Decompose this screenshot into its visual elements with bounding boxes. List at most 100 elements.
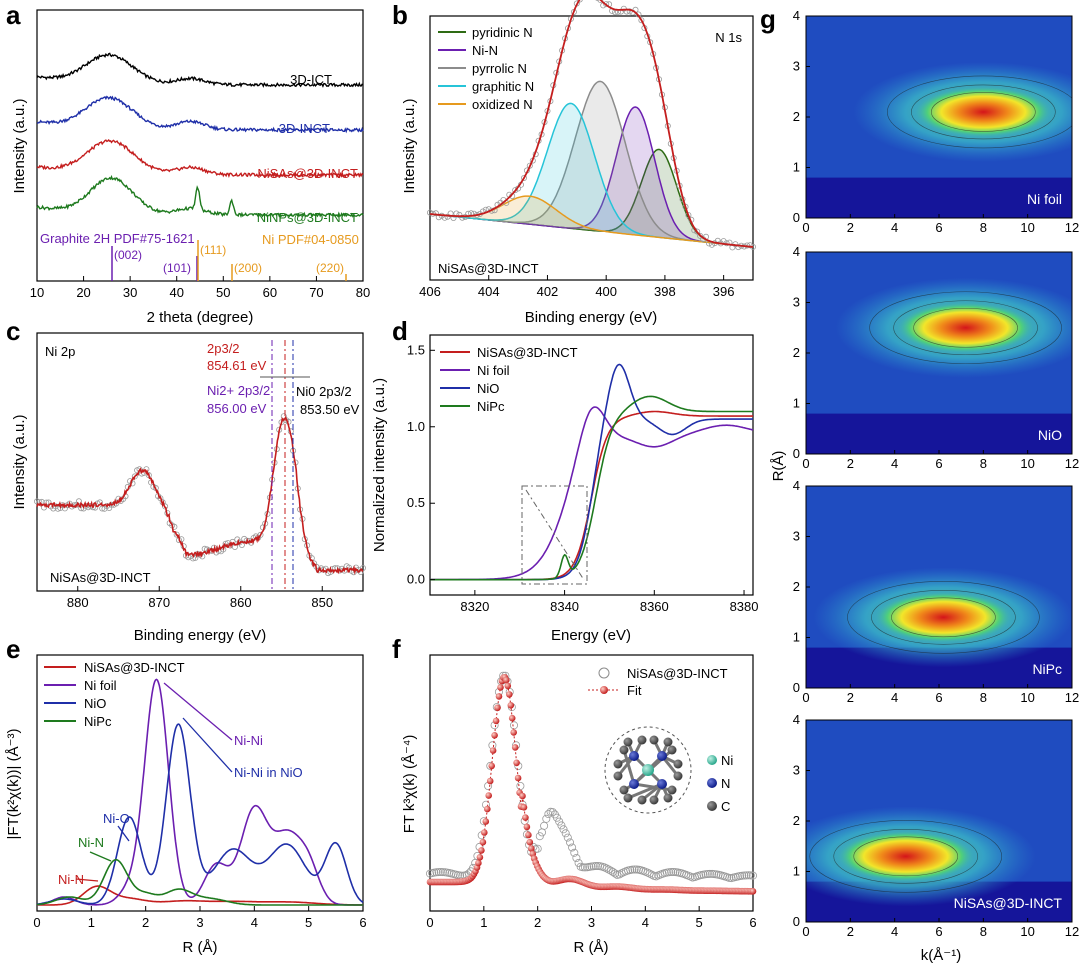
carbon-atom <box>619 745 629 755</box>
panel-letter-b: b <box>392 0 408 30</box>
y-tick-label: 3 <box>793 295 800 310</box>
annotation-ni-n-green: Ni-N <box>78 835 104 850</box>
ft-data-point <box>643 868 652 877</box>
carbon-atom <box>663 737 673 747</box>
xrd-series-1 <box>36 95 364 134</box>
map-label: NiPc <box>1032 661 1062 677</box>
x-tick-label: 0 <box>33 915 40 930</box>
x-tick-label: 404 <box>478 284 500 299</box>
ft-data-point <box>667 868 676 877</box>
zoom-arrow <box>525 489 585 581</box>
ft-fit-point <box>479 838 487 846</box>
peak-value-sample: 854.61 eV <box>207 358 267 373</box>
ft-data-point <box>561 829 570 838</box>
x-tick-label: 406 <box>419 284 441 299</box>
annotation-ni-o: Ni-O <box>103 811 130 826</box>
plot-frame-e <box>36 654 364 912</box>
data-point <box>603 1 610 8</box>
x-tick-label: 396 <box>713 284 735 299</box>
x-tick-label: 8 <box>980 690 987 705</box>
ft-data-point <box>615 870 624 879</box>
ft-fit-point <box>504 682 512 690</box>
ft-series-1 <box>37 678 363 906</box>
x-tick-label: 398 <box>654 284 676 299</box>
y-tick-label: 0 <box>793 210 800 225</box>
x-tick-label: 12 <box>1065 690 1079 705</box>
ft-fit-point <box>481 829 488 836</box>
data-point <box>747 242 754 249</box>
y-tick-label: 1.5 <box>407 342 425 357</box>
ft-fit-point <box>482 818 490 825</box>
ni2p-fit <box>36 415 364 575</box>
map-core <box>835 830 976 883</box>
molecule-bond <box>622 749 636 785</box>
sample-label-b: NiSAs@3D-INCT <box>438 261 539 276</box>
x-tick-label: 2 <box>847 690 854 705</box>
ft-data-point <box>542 814 551 823</box>
x-tick-label: 4 <box>891 924 898 939</box>
ft-fit-point <box>495 693 503 700</box>
carbon-atom <box>673 759 683 769</box>
x-tick-label: 10 <box>1020 690 1034 705</box>
legend-text-pyrrolic: pyrrolic N <box>472 61 527 76</box>
x-tick-label: 30 <box>123 285 137 300</box>
ft-fit-point <box>510 729 517 736</box>
carbon-atom <box>613 759 623 769</box>
y-tick-label: 0.0 <box>407 572 425 587</box>
peak-value-ni2plus: 856.00 eV <box>207 401 267 416</box>
y-axis-label-e: |FT(k²χ(k))| (Å⁻³) <box>5 728 22 839</box>
ft-data-point <box>705 869 714 878</box>
annotation-arrow-ni-ni <box>163 682 233 741</box>
panel-letter-e: e <box>6 634 20 664</box>
x-axis-label-c: Binding energy (eV) <box>134 627 267 644</box>
ft-fit-point <box>525 831 532 839</box>
legend-b: pyridinic N Ni-N pyrrolic N graphitic N … <box>438 25 534 112</box>
panel-letter-g: g <box>760 4 776 34</box>
ft-data-point <box>725 873 734 882</box>
ref-label-101: (101) <box>163 261 191 275</box>
ft-fit-point <box>503 676 510 684</box>
x-axis-label-b: Binding energy (eV) <box>525 309 658 326</box>
y-axis-label-c: Intensity (a.u.) <box>11 414 28 509</box>
x-tick-label: 6 <box>935 924 942 939</box>
carbon-atom <box>667 745 677 755</box>
x-tick-label: 4 <box>642 915 649 930</box>
x-axis-label-d: Energy (eV) <box>551 627 631 644</box>
peak-label-ni0: Ni0 2p3/2 <box>296 384 352 399</box>
legend-text-f-data: NiSAs@3D-INCT <box>627 666 728 681</box>
contour-0 <box>891 597 996 638</box>
y-axis-label-d: Normalized intensity (a.u.) <box>371 378 388 552</box>
legend-e: NiSAs@3D-INCT Ni foil NiO NiPc <box>44 660 185 729</box>
x-tick-label: 4 <box>891 220 898 235</box>
ft-data-point <box>744 871 753 880</box>
x-tick-label: 12 <box>1065 924 1079 939</box>
contour-0 <box>913 307 1018 348</box>
y-tick-label: 1 <box>793 396 800 411</box>
legend-text-e-nisas: NiSAs@3D-INCT <box>84 660 185 675</box>
x-axis-label-g: k(Å⁻¹) <box>921 947 961 964</box>
map-content <box>806 16 1072 178</box>
ft-data-point <box>611 869 620 878</box>
data-point <box>129 480 136 487</box>
sample-label-c: NiSAs@3D-INCT <box>50 570 151 585</box>
legend-text-d-nipc: NiPc <box>477 399 505 414</box>
zoom-box <box>521 485 588 585</box>
legend-marker-f-data <box>598 667 610 679</box>
x-tick-label: 8 <box>980 220 987 235</box>
nitrogen-atom <box>657 779 667 789</box>
map-content <box>806 252 1072 414</box>
x-tick-label: 10 <box>1020 456 1034 471</box>
x-axis-label-f: R (Å) <box>574 939 609 956</box>
spectrum-title-c: Ni 2p <box>45 344 75 359</box>
x-tick-label: 12 <box>1065 220 1079 235</box>
data-point <box>694 228 701 235</box>
map-content <box>806 720 1072 907</box>
data-point <box>521 174 528 181</box>
ft-data-point <box>749 871 758 880</box>
legend-atom-c <box>707 801 717 811</box>
component-area-4 <box>430 196 753 247</box>
data-point <box>459 214 466 221</box>
